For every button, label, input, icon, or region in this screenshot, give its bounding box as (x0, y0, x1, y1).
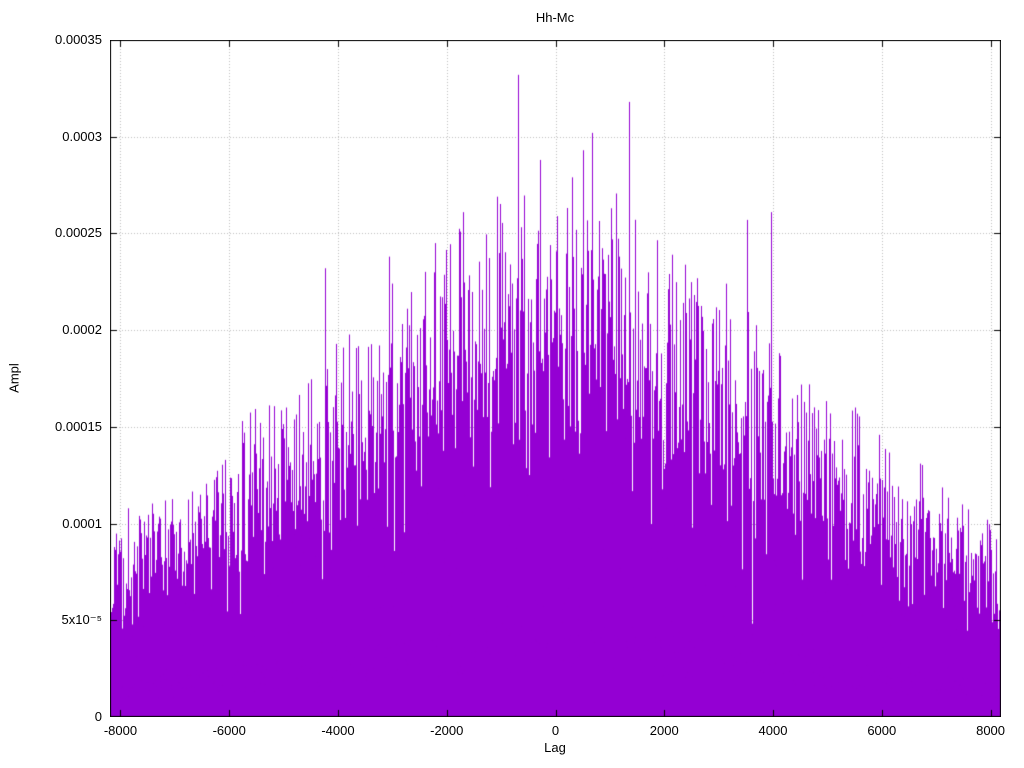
y-tick-label: 0.00025 (55, 225, 102, 241)
x-tick-label: 2000 (649, 723, 679, 738)
y-tick-label: 0.0002 (62, 322, 102, 338)
y-tick-label: 5x10⁻⁵ (61, 612, 102, 628)
x-tick-label: -4000 (321, 723, 355, 738)
x-tick-label: -8000 (103, 723, 138, 738)
y-axis-label: Ampl (6, 363, 22, 393)
x-tick-label: -6000 (212, 723, 246, 738)
y-tick-label: 0.0001 (62, 515, 102, 531)
y-tick-label: 0.0003 (62, 128, 102, 144)
chart-title: Hh-Mc (535, 10, 575, 25)
y-tick-label: 0 (94, 709, 102, 724)
x-tick-label: 4000 (758, 723, 788, 738)
plot-area (110, 40, 1001, 717)
x-tick-label: -2000 (430, 723, 464, 738)
x-tick-label: 0 (551, 723, 560, 738)
y-tick-label: 0.00015 (55, 418, 102, 434)
x-axis-label: Lag (544, 740, 566, 755)
x-tick-label: 6000 (867, 723, 897, 738)
x-tick-label: 8000 (976, 723, 1006, 738)
y-tick-label: 0.00035 (55, 32, 102, 47)
